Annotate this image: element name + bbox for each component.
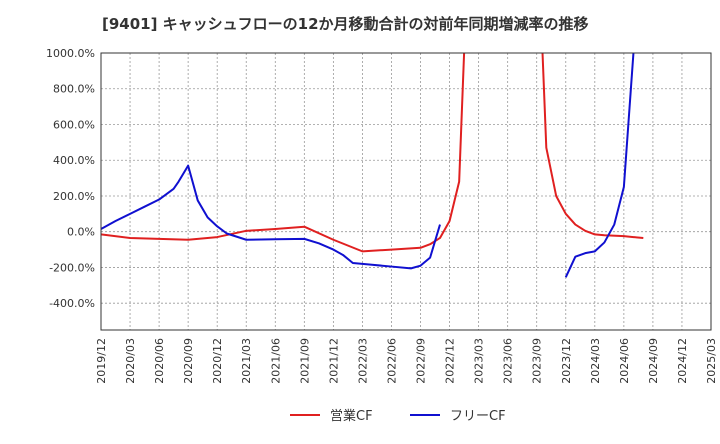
x-tick-label: 2020/06 (153, 338, 166, 384)
x-tick-label: 2021/12 (327, 338, 340, 384)
y-tick-label: 800.0% (53, 83, 95, 96)
x-tick-label: 2023/09 (531, 338, 544, 384)
series-line-operating-cf (101, 53, 644, 253)
x-tick-label: 2019/12 (95, 338, 108, 384)
legend-label: フリーCF (450, 409, 506, 424)
plot-frame (100, 52, 712, 331)
series-line-free-cf (101, 53, 635, 278)
x-tick-label: 2023/03 (473, 338, 486, 384)
y-tick-label: -400.0% (49, 297, 95, 310)
x-tick-label: 2023/12 (560, 338, 573, 384)
y-tick-label: 0.0% (67, 226, 95, 239)
x-tick-labels: 2019/12 2020/03 2020/06 2020/09 2020/12 2021/… (95, 338, 718, 384)
x-tick-label: 2021/06 (269, 338, 282, 384)
x-tick-label: 2020/12 (211, 338, 224, 384)
x-tick-label: 2022/09 (415, 338, 428, 384)
x-tick-label: 2020/09 (182, 338, 195, 384)
y-gridlines (101, 52, 711, 304)
y-tick-label: 200.0% (53, 190, 95, 203)
legend-label: 営業CF (330, 408, 373, 424)
y-tick-labels: 1000.0% 800.0% 600.0% 400.0% 200.0% 0.0% -200.… (46, 47, 95, 310)
y-tick-label: -200.0% (49, 261, 95, 274)
x-tick-label: 2021/03 (240, 338, 253, 384)
x-tick-label: 2023/06 (502, 338, 515, 384)
x-tick-label: 2022/03 (356, 338, 369, 384)
y-tick-label: 600.0% (53, 118, 95, 131)
x-tick-label: 2022/06 (385, 338, 398, 384)
x-tick-label: 2024/12 (676, 338, 689, 384)
legend: 営業CF フリーCF (290, 408, 506, 424)
x-tick-label: 2022/12 (444, 338, 457, 384)
y-tick-label: 400.0% (53, 154, 95, 167)
plot-area (101, 53, 711, 330)
x-tick-label: 2025/03 (705, 338, 718, 384)
x-tick-label: 2024/03 (589, 338, 602, 384)
x-tick-label: 2021/09 (298, 338, 311, 384)
y-tick-label: 1000.0% (46, 47, 95, 60)
x-tick-label: 2020/03 (124, 338, 137, 384)
x-tick-label: 2024/06 (618, 338, 631, 384)
chart-title: [9401] キャッシュフローの12か月移動合計の対前年同期増減率の推移 (102, 15, 589, 33)
x-tick-label: 2024/09 (647, 338, 660, 384)
series-lines (101, 53, 644, 278)
